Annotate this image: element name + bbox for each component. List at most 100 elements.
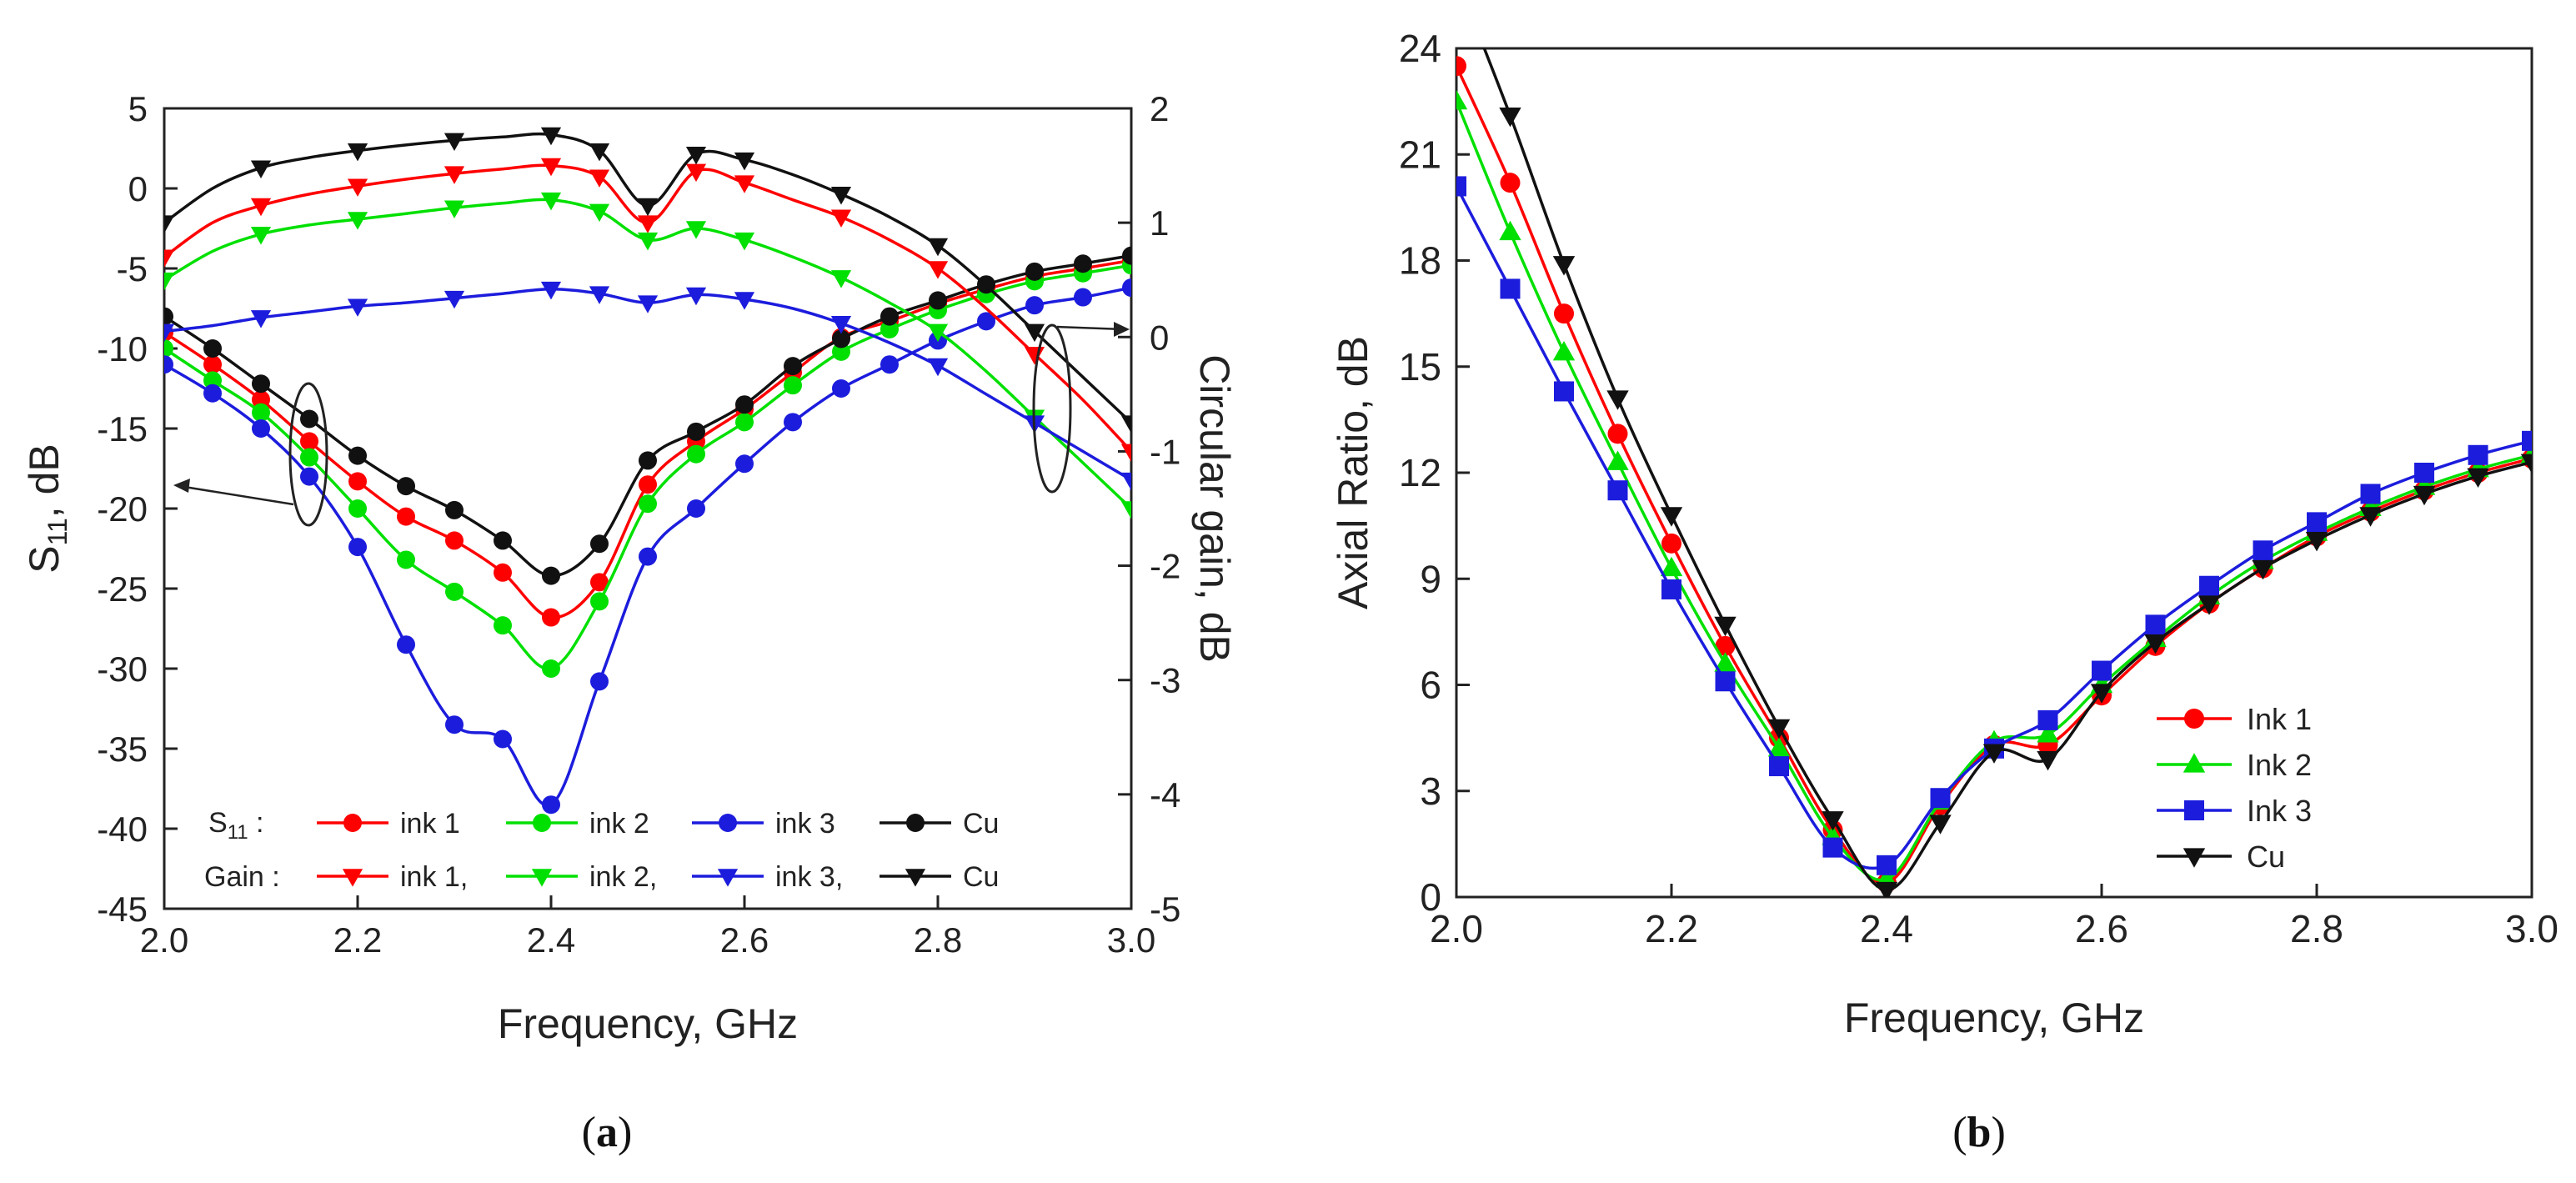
chart-b-point-cu — [1822, 811, 1844, 831]
chart-a-legend-s11-tail: : — [248, 807, 264, 839]
chart-a-gain-point-ink-2 — [927, 323, 949, 343]
chart-a-gain-point-ink-3 — [444, 290, 465, 309]
chart-a-legend-gain-text-ink-3: ink 3, — [775, 861, 843, 893]
chart-b-point-cu — [2090, 684, 2113, 704]
chart-b-point-ink-3 — [1769, 756, 1789, 777]
chart-b-y-tick-label: 24 — [1399, 27, 1441, 70]
chart-a-gain-point-ink-3 — [685, 287, 707, 306]
chart-b-point-ink-3 — [2199, 575, 2219, 596]
chart-b-x-tick-label: 2.2 — [1645, 907, 1698, 950]
chart-a-annotation-arrowhead-right — [1114, 322, 1130, 337]
chart-b-x-tick-label: 2.4 — [1860, 907, 1913, 950]
chart-a-s11-point-ink-2 — [445, 582, 464, 601]
chart-b-legend-marker-ink-2 — [2183, 753, 2206, 773]
chart-a-s11-point-ink-2 — [590, 592, 609, 611]
chart-a-gain-point-ink-2 — [1120, 501, 1131, 519]
chart-b-point-ink-3 — [2145, 614, 2166, 635]
chart-a-gain-point-cu — [830, 187, 852, 205]
chart-a-s11-point-ink-1 — [203, 355, 222, 374]
chart-b-point-ink-3 — [2253, 540, 2273, 561]
chart-b-legend-marker-ink-1 — [2184, 709, 2204, 729]
chart-a-s11-point-ink-1 — [445, 531, 464, 550]
chart-b-point-cu — [1714, 616, 1737, 637]
chart-a-s11-point-ink-2 — [348, 499, 367, 518]
chart-a-s11-point-ink-2 — [735, 413, 754, 432]
chart-a-y-tick-label: -10 — [97, 329, 148, 368]
chart-a-gain-point-cu — [1024, 323, 1045, 343]
chart-b-point-cu — [2305, 531, 2328, 552]
chart-a-s11-point-cu — [1074, 254, 1092, 273]
chart-a-legend-gain-marker-cu — [905, 869, 926, 887]
chart-a-gain-point-ink-1 — [444, 166, 465, 184]
chart-a-gain-point-ink-1 — [347, 178, 368, 197]
chart-a-s11-point-ink-2 — [687, 444, 705, 464]
chart-a-s11-point-ink-2 — [397, 550, 415, 569]
chart-a-legend-s11-text-ink-3: ink 3 — [775, 808, 835, 840]
chart-a-s11-point-ink-3 — [494, 729, 512, 749]
chart-a-annotation-arrow-left — [178, 484, 294, 506]
chart-a-caption-letter: a — [596, 1109, 618, 1156]
chart-b-y-tick-label: 15 — [1399, 345, 1441, 388]
chart-a-s11-point-ink-2 — [832, 342, 850, 361]
chart-a-gain-point-cu — [927, 238, 949, 257]
chart-b-point-ink-3 — [2092, 660, 2112, 681]
chart-a-legend-gain-text-ink-2: ink 2, — [589, 861, 657, 893]
chart-b-legend-marker-ink-3 — [2184, 800, 2204, 820]
chart-b-point-ink-2 — [1767, 737, 1791, 757]
chart-a-y2-axis-label: Circular gain, dB — [1191, 354, 1238, 663]
chart-b-line-ink-3 — [1456, 185, 2532, 870]
chart-a-y2-tick-label: -4 — [1150, 775, 1180, 815]
chart-a-gain-point-cu — [540, 127, 562, 146]
chart-a-legend-gain-label: Gain : — [204, 861, 280, 893]
chart-b-point-ink-2 — [1714, 652, 1737, 672]
chart-a-y-tick-label: 5 — [128, 89, 148, 128]
chart-b-x-axis-label: Frequency, GHz — [1844, 995, 2144, 1041]
chart-b-point-cu — [1660, 507, 1683, 527]
chart-a-y2-tick-label: -2 — [1150, 547, 1180, 586]
chart-b-point-ink-1 — [1554, 303, 1574, 324]
chart-a-s11-point-ink-1 — [300, 432, 318, 451]
chart-a-s11-point-ink-1 — [590, 573, 609, 592]
chart-b-y-axis-label: Axial Ratio, dB — [1330, 336, 1376, 609]
chart-b-legend-text-ink-1: Ink 1 — [2247, 702, 2312, 736]
chart-a-s11-point-ink-1 — [252, 390, 270, 409]
chart-a-s11-point-cu — [397, 477, 415, 496]
chart-b-legend: Ink 1 Ink 2 Ink 3 Cu — [2157, 702, 2312, 874]
chart-a-gain-point-ink-3 — [164, 323, 175, 343]
chart-a-s11-point-ink-2 — [494, 616, 512, 635]
chart-a-gain-point-cu — [164, 215, 175, 233]
chart-b-point-ink-3 — [1607, 480, 1628, 501]
chart-a-s11-point-ink-2 — [252, 403, 270, 422]
chart-a-gain-point-ink-3 — [250, 310, 272, 328]
chart-b-point-ink-3 — [2037, 709, 2058, 730]
chart-b-point-cu — [1552, 256, 1576, 276]
chart-a-gain-point-ink-3 — [637, 295, 659, 313]
chart-a-gain-point-ink-1 — [734, 175, 755, 193]
chart-a-y-axis-label: S11, dB — [21, 444, 73, 574]
chart-a-legend-gain-text-ink-1: ink 1, — [400, 861, 468, 893]
chart-a-y-tick-label: -15 — [97, 409, 148, 449]
chart-b-point-ink-3 — [1715, 671, 1736, 692]
chart-a-gain-point-cu — [589, 143, 610, 162]
chart-a-gain-line-ink-3 — [164, 287, 1131, 482]
chart-a-gain-point-ink-2 — [164, 272, 175, 291]
chart-a-s11-point-cu — [1122, 246, 1131, 265]
chart-a-s11-point-ink-2 — [164, 339, 173, 358]
chart-a-y-tick-label: -45 — [97, 890, 148, 929]
chart-a-x-tick-label: 2.2 — [333, 920, 382, 960]
chart-a-s11-point-ink-3 — [784, 413, 802, 432]
chart-a-caption: (a) — [582, 1109, 633, 1156]
chart-b-point-ink-3 — [2360, 484, 2381, 504]
chart-b-y-tick-label: 0 — [1420, 875, 1441, 919]
chart-a-s11-point-ink-3 — [252, 419, 270, 438]
chart-a-gain-point-cu — [250, 160, 272, 178]
chart-b-point-cu — [2520, 454, 2532, 474]
chart-b-x-tick-label: 2.0 — [1430, 907, 1483, 950]
chart-b-point-cu — [1875, 881, 1898, 897]
chart-a-gain-point-ink-1 — [830, 209, 852, 228]
chart-b-x-tick-label: 3.0 — [2505, 907, 2558, 950]
chart-a-x-tick-label: 2.6 — [720, 920, 769, 960]
chart-a-gain-point-ink-2 — [347, 212, 368, 230]
chart-a-gain-point-ink-3 — [927, 358, 949, 377]
chart-b-point-ink-2 — [2037, 723, 2059, 743]
